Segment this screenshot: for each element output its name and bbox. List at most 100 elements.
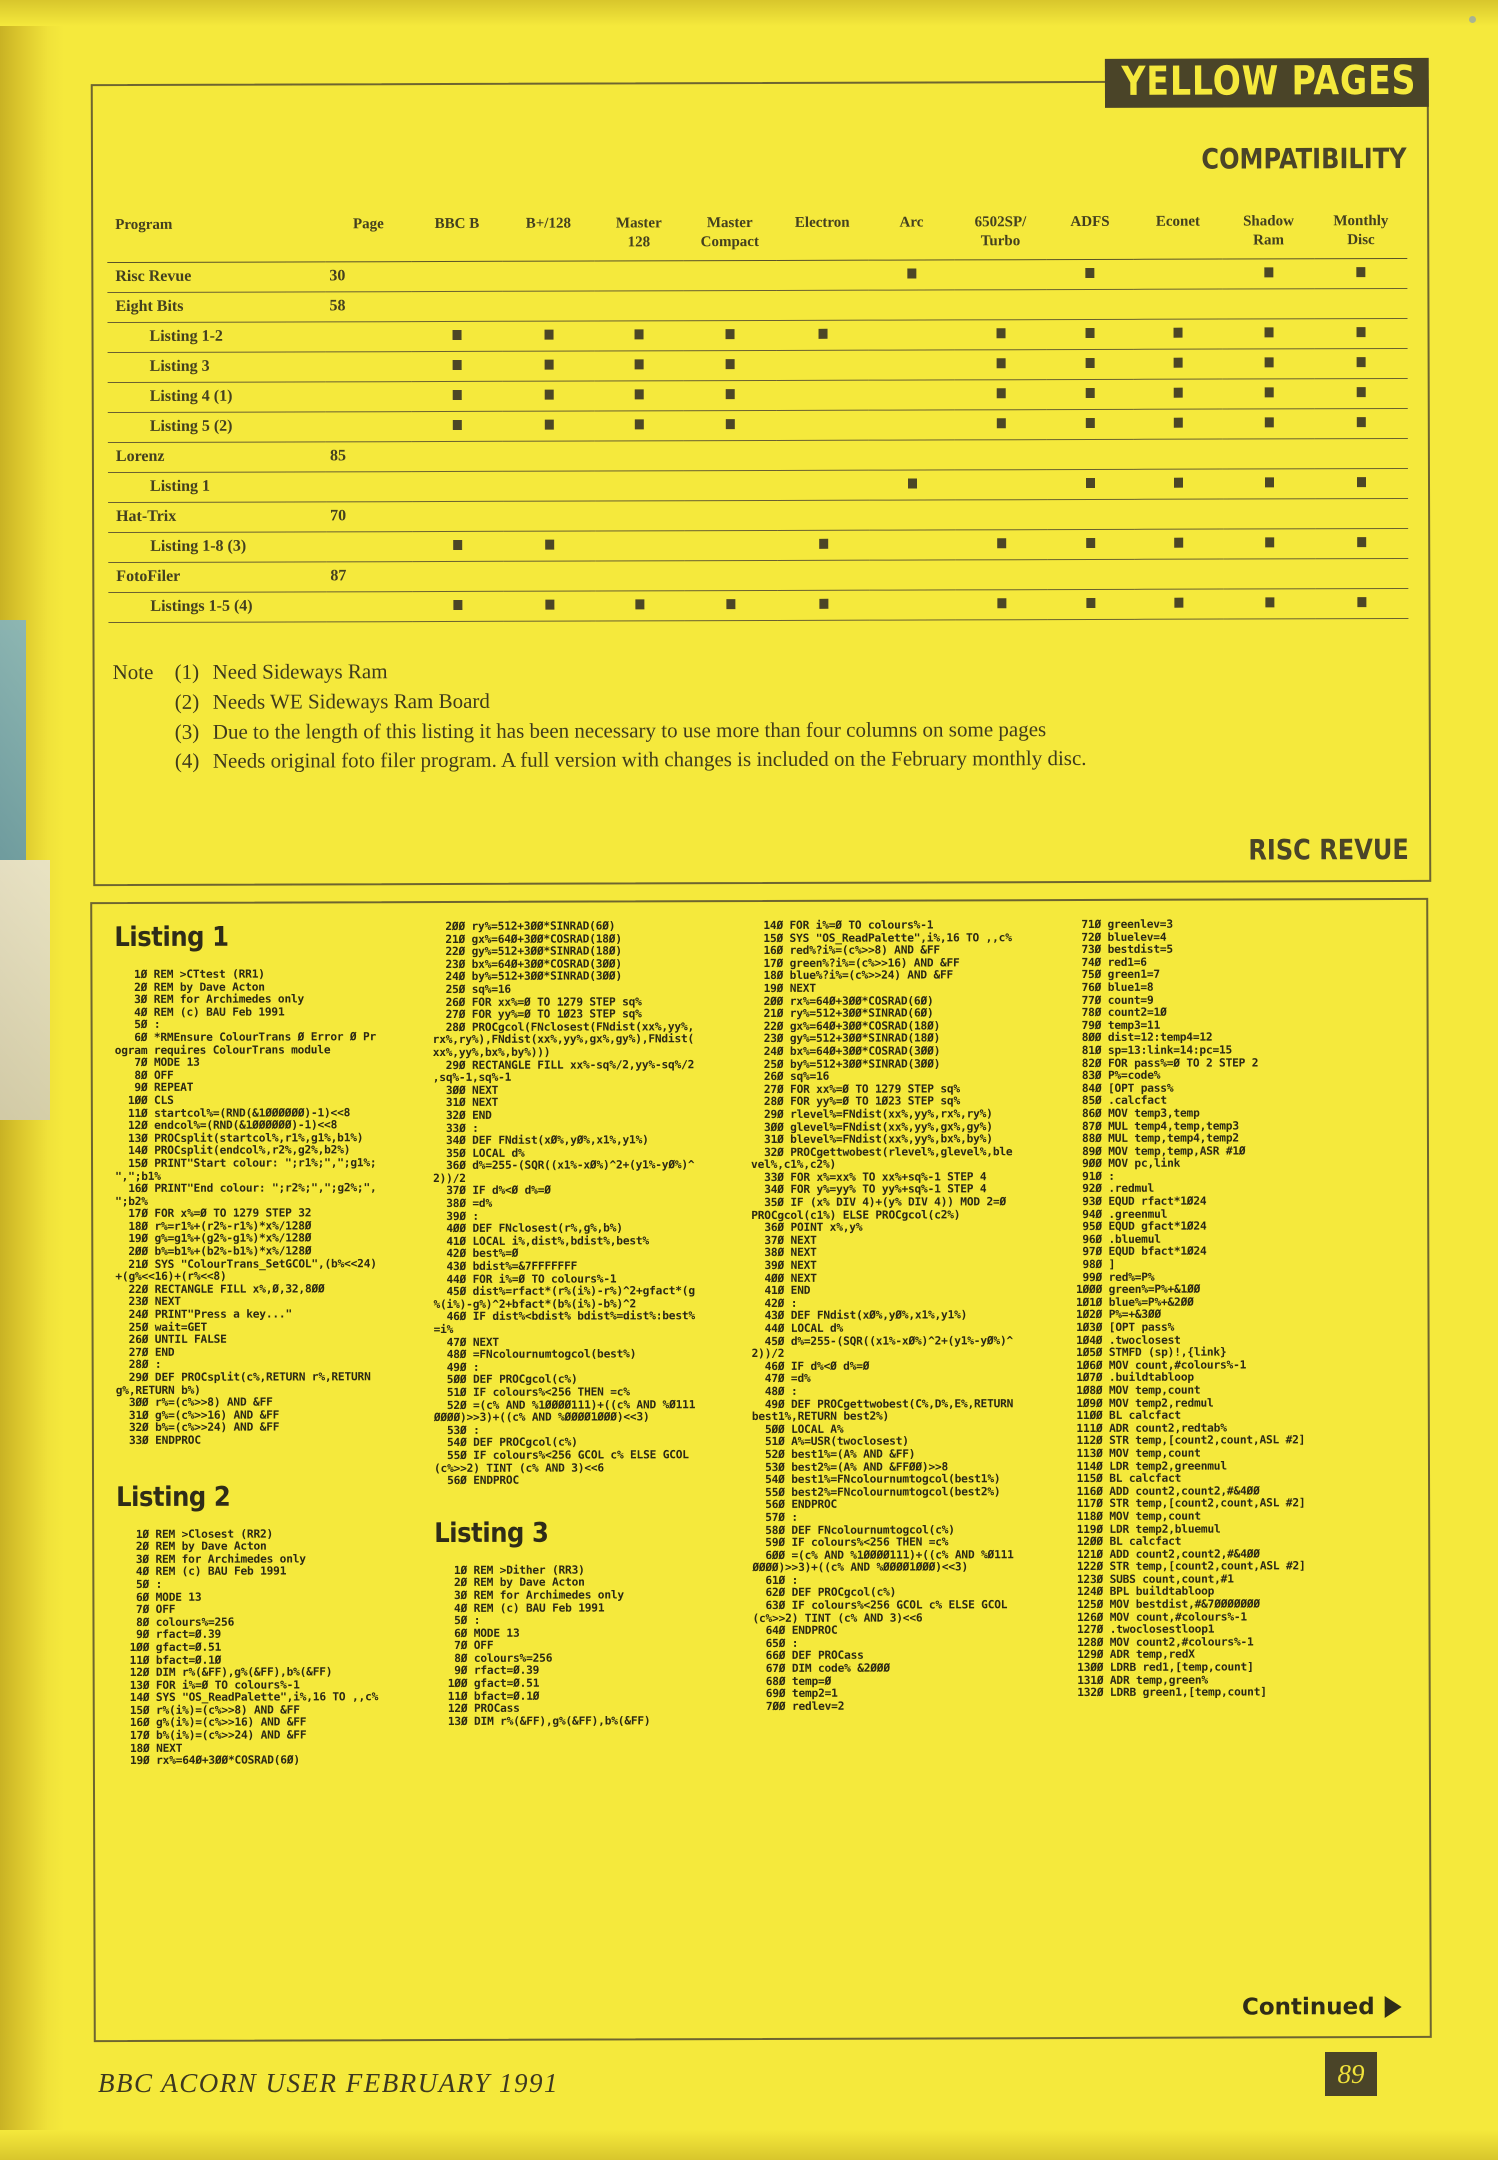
support-marker-icon: [1174, 537, 1184, 548]
notes-block: Note (1) Need Sideways Ram (2) Needs WE …: [113, 654, 1403, 777]
support-marker-icon: [1356, 357, 1366, 368]
support-marker-icon: [1174, 417, 1184, 428]
table-row: FotoFiler 87: [108, 557, 1409, 593]
corner-speck: [1469, 16, 1476, 23]
compat-cell: [955, 589, 1048, 620]
compat-cell: [1047, 348, 1134, 380]
support-marker-icon: [1264, 327, 1274, 338]
compatibility-table-body: Risc Revue 30 Eight Bits 58 Listing 1-2 Listi…: [107, 257, 1409, 623]
compat-cell: [1047, 378, 1134, 410]
row-program-name: Listing 1: [107, 471, 327, 503]
support-marker-icon: [1173, 387, 1183, 398]
listing-heading: Listing 1: [114, 921, 229, 954]
compat-cell: [868, 319, 955, 350]
table-row: Listing 1-2: [107, 317, 1408, 353]
col-header-page: Page: [325, 211, 412, 262]
col-header-electron: Electron: [776, 209, 869, 260]
compat-cell: [954, 409, 1048, 440]
compat-cell: [1222, 288, 1315, 319]
notes-label-spacer: [113, 717, 175, 747]
support-marker-icon: [1264, 477, 1274, 488]
compat-cell: [1047, 588, 1135, 620]
compat-cell: [1047, 408, 1135, 440]
compat-cell: [502, 290, 595, 321]
compat-cell: [503, 560, 596, 591]
compat-cell: [869, 499, 956, 530]
support-marker-icon: [544, 419, 554, 430]
compatibility-heading: COMPATIBILITY: [1201, 141, 1408, 176]
compat-cell: [1222, 318, 1316, 349]
compat-cell: [1315, 587, 1409, 619]
note-text: Need Sideways Ram: [212, 659, 388, 684]
col-header-econet: Econet: [1133, 208, 1223, 259]
compat-cell: [1222, 348, 1316, 379]
compat-cell: [1047, 558, 1135, 590]
support-marker-icon: [1264, 537, 1275, 548]
continued-label: Continued: [1241, 1994, 1375, 2021]
compat-cell: [411, 260, 503, 292]
support-marker-icon: [453, 419, 463, 430]
compat-cell: [1047, 468, 1135, 500]
code-block: 71Ø greenlev=3 72Ø bluelev=4 73Ø bestdis…: [1068, 917, 1306, 1700]
compat-cell: [503, 590, 596, 621]
compat-cell: [1314, 317, 1408, 349]
compat-cell: [955, 469, 1048, 500]
support-marker-icon: [726, 599, 736, 610]
col-header-bbc-b: BBC B: [411, 210, 503, 262]
listing-column-4: 71Ø greenlev=3 72Ø bluelev=4 73Ø bestdis…: [1068, 918, 1389, 2019]
compat-cell: [595, 470, 685, 501]
compat-cell: [868, 289, 955, 320]
support-marker-icon: [1086, 417, 1096, 428]
listing-column-3: 14Ø FOR i%=Ø TO colours%-1 15Ø SYS "OS_R…: [750, 918, 1071, 2020]
note-number: (3): [174, 719, 200, 744]
listing-heading: Listing 2: [116, 1481, 231, 1513]
listing-columns: Listing 1 1Ø REM >CTtest (RR1) 2Ø REM by…: [114, 918, 1413, 2022]
compat-cell: [412, 560, 504, 592]
compat-cell: [1222, 408, 1316, 439]
note-row: (3) Due to the length of this listing it…: [113, 714, 1403, 748]
compat-cell: [777, 559, 870, 590]
compat-cell: [594, 320, 684, 351]
compat-cell: [1134, 468, 1224, 499]
compat-cell: [683, 319, 777, 351]
support-marker-icon: [907, 478, 917, 489]
compat-cell: [1047, 528, 1135, 560]
compat-cell: [683, 259, 777, 291]
compat-cell: [412, 500, 504, 532]
compat-cell: [503, 470, 596, 501]
row-page-number: [326, 591, 413, 622]
compat-cell: [869, 439, 956, 470]
compat-cell: [594, 380, 684, 411]
support-marker-icon: [1264, 357, 1274, 368]
compat-cell: [1223, 498, 1316, 529]
support-marker-icon: [544, 389, 554, 400]
compat-cell: [869, 529, 956, 560]
note-text: Due to the length of this listing it has…: [212, 716, 1047, 744]
compat-cell: [503, 500, 596, 531]
note-number: (4): [174, 749, 200, 774]
code-block: 14Ø FOR i%=Ø TO colours%-1 15Ø SYS "OS_R…: [750, 918, 1014, 1713]
compat-cell: [1133, 378, 1223, 409]
continued-indicator: Continued: [1241, 1994, 1402, 2021]
support-marker-icon: [725, 359, 735, 370]
compat-cell: [869, 589, 956, 620]
compat-cell: [1134, 528, 1224, 559]
compat-cell: [1046, 288, 1134, 320]
compat-cell: [684, 589, 778, 621]
row-page-number: 87: [326, 561, 413, 592]
compat-cell: [502, 350, 595, 381]
listing-heading: Listing 3: [434, 1517, 549, 1549]
compat-cell: [1315, 407, 1408, 439]
support-marker-icon: [725, 389, 735, 400]
compatibility-table: Program Page BBC B B+/128 Master 128 Mast…: [107, 207, 1409, 623]
col-header-6502sp-turbo: 6502SP/Turbo: [954, 209, 1047, 260]
support-marker-icon: [1085, 267, 1095, 278]
listings-panel: Listing 1 1Ø REM >CTtest (RR1) 2Ø REM by…: [90, 897, 1432, 2043]
compat-cell: [683, 409, 777, 441]
table-row: Eight Bits 58: [107, 287, 1408, 323]
compat-cell: [502, 380, 595, 411]
row-program-name: Listing 4 (1): [107, 381, 326, 413]
support-marker-icon: [1357, 597, 1367, 608]
support-marker-icon: [634, 329, 644, 340]
compat-cell: [1315, 527, 1409, 559]
